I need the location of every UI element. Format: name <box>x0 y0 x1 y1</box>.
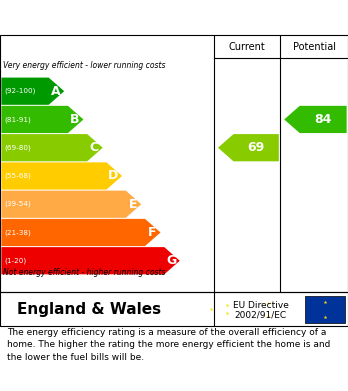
Text: F: F <box>148 226 156 239</box>
Text: 84: 84 <box>315 113 332 126</box>
Text: (55-68): (55-68) <box>4 173 31 179</box>
Text: Very energy efficient - lower running costs: Very energy efficient - lower running co… <box>3 61 166 70</box>
Polygon shape <box>1 134 103 161</box>
Text: A: A <box>51 85 61 98</box>
Text: Potential: Potential <box>293 42 335 52</box>
Polygon shape <box>1 247 180 274</box>
Polygon shape <box>1 162 122 190</box>
Text: E: E <box>128 198 137 211</box>
Polygon shape <box>1 219 160 246</box>
Bar <box>305 296 345 323</box>
Text: D: D <box>108 169 119 183</box>
Text: England & Wales: England & Wales <box>17 302 161 317</box>
Polygon shape <box>1 190 141 218</box>
Text: 69: 69 <box>247 141 265 154</box>
Text: EU Directive: EU Directive <box>233 301 289 310</box>
Polygon shape <box>284 106 347 133</box>
Text: (1-20): (1-20) <box>4 258 26 264</box>
Text: (81-91): (81-91) <box>4 116 31 123</box>
Text: Energy Efficiency Rating: Energy Efficiency Rating <box>10 10 220 25</box>
Polygon shape <box>218 134 279 161</box>
Text: (39-54): (39-54) <box>4 201 31 208</box>
Text: G: G <box>166 254 176 267</box>
Text: Current: Current <box>229 42 266 52</box>
Text: (21-38): (21-38) <box>4 229 31 236</box>
Text: C: C <box>90 141 99 154</box>
Text: (69-80): (69-80) <box>4 144 31 151</box>
Polygon shape <box>1 106 84 133</box>
Text: The energy efficiency rating is a measure of the overall efficiency of a home. T: The energy efficiency rating is a measur… <box>7 328 330 362</box>
Text: Not energy efficient - higher running costs: Not energy efficient - higher running co… <box>3 268 166 277</box>
Text: (92-100): (92-100) <box>4 88 35 95</box>
Text: 2002/91/EC: 2002/91/EC <box>235 311 287 320</box>
Polygon shape <box>1 77 64 105</box>
Text: B: B <box>70 113 80 126</box>
